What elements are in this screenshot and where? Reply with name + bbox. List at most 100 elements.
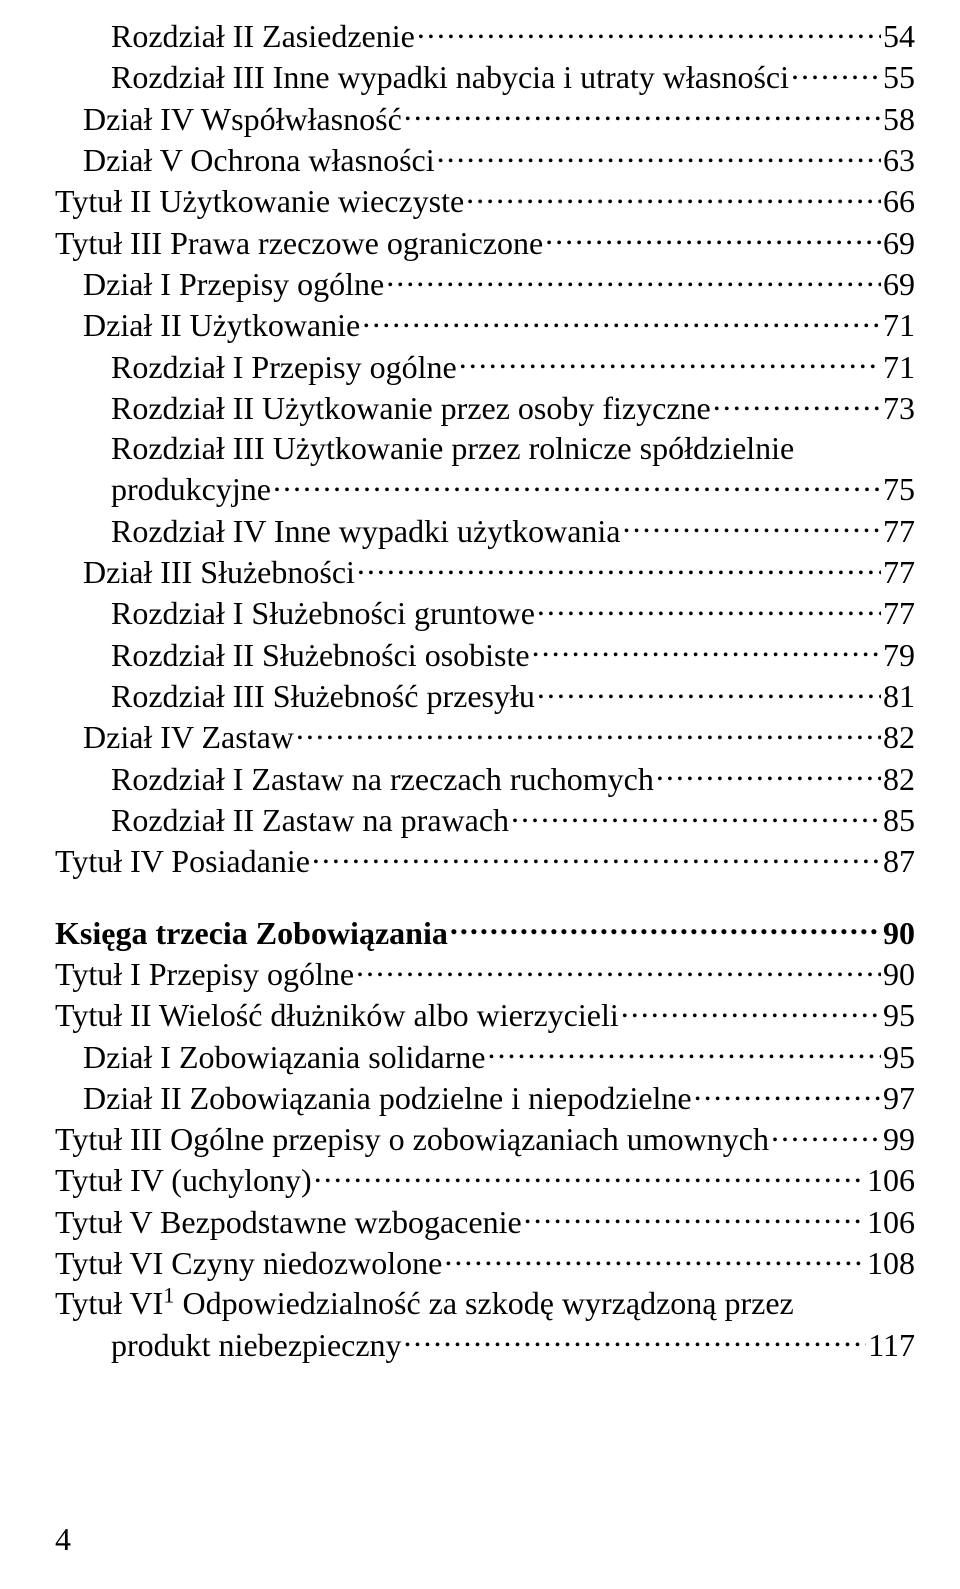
dot-leader <box>537 592 881 624</box>
toc-label: Dział I Przepisy ogólne <box>83 264 384 304</box>
toc-page: 63 <box>883 140 915 180</box>
toc-label: Dział III Służebności <box>83 552 355 592</box>
toc-page: 58 <box>883 99 915 139</box>
toc-page: 69 <box>883 223 915 263</box>
toc-page: 77 <box>883 552 915 592</box>
toc-label: Rozdział IV Inne wypadki użytkowania <box>111 511 620 551</box>
toc-entry: produkcyjne 75 <box>55 468 915 509</box>
toc-entry: Tytuł IV Posiadanie87 <box>55 840 915 881</box>
dot-leader <box>356 953 881 985</box>
toc-label: Księga trzecia Zobowiązania <box>55 913 448 953</box>
toc-page: 82 <box>883 717 915 757</box>
dot-leader <box>537 675 881 707</box>
toc-label: produkcyjne <box>111 469 271 509</box>
toc-label: Tytuł IV Posiadanie <box>55 841 310 881</box>
toc-page: 75 <box>883 469 915 509</box>
dot-leader <box>404 1324 867 1356</box>
dot-leader <box>312 840 881 872</box>
toc-page: 73 <box>883 388 915 428</box>
dot-leader <box>437 139 881 171</box>
toc-label: Tytuł I Przepisy ogólne <box>55 954 354 994</box>
toc-label: Tytuł II Użytkowanie wieczyste <box>55 181 464 221</box>
toc-label: Rozdział II Zastaw na prawach <box>111 800 509 840</box>
dot-leader <box>621 994 881 1026</box>
toc-entry: Rozdział III Użytkowanie przez rolnicze … <box>55 428 915 468</box>
toc-entry: Tytuł VI1 Odpowiedzialność za szkodę wyr… <box>55 1283 915 1323</box>
dot-leader <box>296 716 881 748</box>
section-gap <box>55 882 915 912</box>
toc-label: Tytuł II Wielość dłużników albo wierzyci… <box>55 995 619 1035</box>
toc-entry: Dział I Przepisy ogólne 69 <box>55 263 915 304</box>
toc-entry: Tytuł III Ogólne przepisy o zobowiązania… <box>55 1118 915 1159</box>
toc-entry: Rozdział III Służebność przesyłu81 <box>55 675 915 716</box>
dot-leader <box>386 263 881 295</box>
toc-page: 71 <box>883 305 915 345</box>
dot-leader <box>511 799 881 831</box>
toc-entry: Dział IV Współwłasność 58 <box>55 98 915 139</box>
table-of-contents: Rozdział II Zasiedzenie54Rozdział III In… <box>55 15 915 1365</box>
toc-entry: Rozdział II Służebności osobiste 79 <box>55 634 915 675</box>
toc-label: Rozdział II Zasiedzenie <box>111 16 415 56</box>
toc-page: 69 <box>883 264 915 304</box>
toc-entry: Tytuł I Przepisy ogólne 90 <box>55 953 915 994</box>
toc-entry: Księga trzecia Zobowiązania 90 <box>55 912 915 953</box>
toc-entry: Dział V Ochrona własności 63 <box>55 139 915 180</box>
toc-page: 71 <box>883 347 915 387</box>
toc-entry: Dział II Użytkowanie 71 <box>55 304 915 345</box>
toc-label: Dział V Ochrona własności <box>83 140 435 180</box>
dot-leader <box>314 1159 865 1191</box>
dot-leader <box>656 758 881 790</box>
toc-page: 90 <box>883 954 915 994</box>
toc-label: Tytuł III Ogólne przepisy o zobowiązania… <box>55 1119 769 1159</box>
toc-entry: Tytuł III Prawa rzeczowe ograniczone 69 <box>55 222 915 263</box>
toc-page: 77 <box>883 511 915 551</box>
toc-entry: produkt niebezpieczny 117 <box>55 1324 915 1365</box>
toc-label: Rozdział III Inne wypadki nabycia i utra… <box>111 57 789 97</box>
dot-leader <box>444 1242 865 1274</box>
toc-page: 117 <box>868 1325 915 1365</box>
toc-page: 99 <box>883 1119 915 1159</box>
dot-leader <box>713 387 881 419</box>
toc-entry: Rozdział II Zasiedzenie54 <box>55 15 915 56</box>
toc-page: 66 <box>883 181 915 221</box>
toc-page: 79 <box>883 635 915 675</box>
dot-leader <box>524 1201 865 1233</box>
toc-page: 90 <box>883 913 915 953</box>
toc-page: 106 <box>867 1202 915 1242</box>
toc-label: Dział I Zobowiązania solidarne <box>83 1037 486 1077</box>
toc-entry: Dział II Zobowiązania podzielne i niepod… <box>55 1077 915 1118</box>
dot-leader <box>362 304 881 336</box>
toc-label: Tytuł VI Czyny niedozwolone <box>55 1243 442 1283</box>
toc-label: Rozdział I Przepisy ogólne <box>111 347 457 387</box>
toc-label: Dział II Użytkowanie <box>83 305 360 345</box>
dot-leader <box>404 98 881 130</box>
toc-label: Dział IV Współwłasność <box>83 99 402 139</box>
dot-leader <box>459 346 881 378</box>
dot-leader <box>622 510 881 542</box>
dot-leader <box>545 222 881 254</box>
toc-label: Tytuł IV (uchylony) <box>55 1160 312 1200</box>
toc-label: Tytuł III Prawa rzeczowe ograniczone <box>55 223 543 263</box>
toc-entry: Rozdział II Użytkowanie przez osoby fizy… <box>55 387 915 428</box>
toc-label: Tytuł VI1 Odpowiedzialność za szkodę wyr… <box>55 1283 794 1323</box>
toc-entry: Tytuł IV (uchylony) 106 <box>55 1159 915 1200</box>
toc-page: 97 <box>883 1078 915 1118</box>
toc-page: 106 <box>867 1160 915 1200</box>
toc-entry: Tytuł II Wielość dłużników albo wierzyci… <box>55 994 915 1035</box>
dot-leader <box>466 180 881 212</box>
toc-page: 82 <box>883 759 915 799</box>
toc-page: 95 <box>883 1037 915 1077</box>
page-number: 4 <box>55 1519 71 1559</box>
toc-page: 81 <box>883 676 915 716</box>
toc-label: produkt niebezpieczny <box>111 1325 402 1365</box>
toc-label: Rozdział II Służebności osobiste <box>111 635 530 675</box>
toc-entry: Tytuł II Użytkowanie wieczyste 66 <box>55 180 915 221</box>
toc-label: Rozdział I Zastaw na rzeczach ruchomych <box>111 759 654 799</box>
dot-leader <box>532 634 881 666</box>
toc-entry: Rozdział I Zastaw na rzeczach ruchomych 8… <box>55 758 915 799</box>
toc-entry: Rozdział I Służebności gruntowe77 <box>55 592 915 633</box>
toc-entry: Tytuł V Bezpodstawne wzbogacenie106 <box>55 1201 915 1242</box>
toc-entry: Tytuł VI Czyny niedozwolone108 <box>55 1242 915 1283</box>
toc-page: 95 <box>883 995 915 1035</box>
toc-entry: Dział III Służebności 77 <box>55 551 915 592</box>
